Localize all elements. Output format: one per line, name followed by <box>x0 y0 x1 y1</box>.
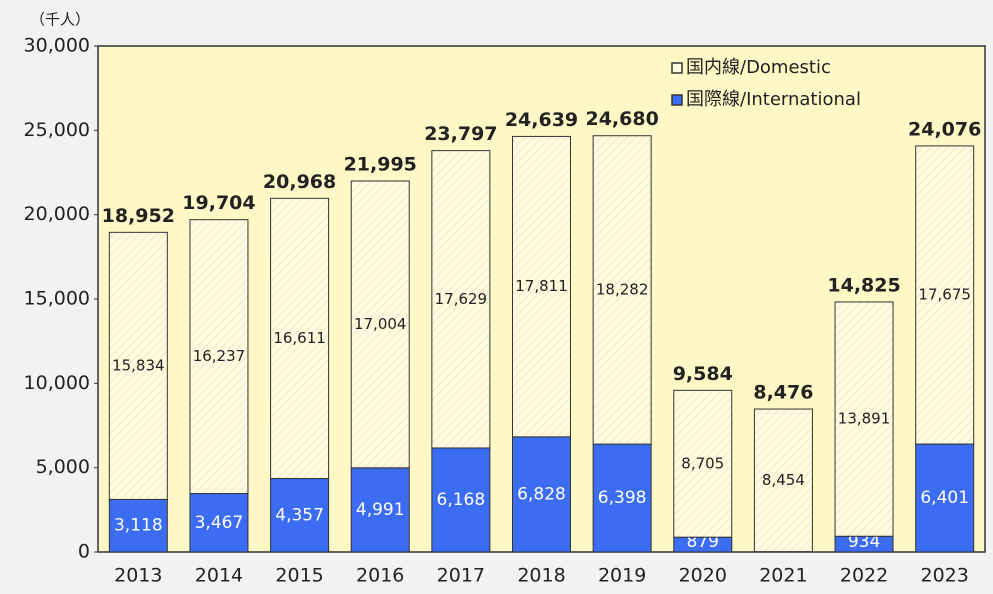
legend-label: 国際線/International <box>686 89 861 110</box>
bar-segment <box>512 436 571 553</box>
y-tick-label: 15,000 <box>24 288 90 310</box>
bar-segment <box>350 180 410 469</box>
value-label: 6,401 <box>920 488 969 508</box>
x-tick-label: 2019 <box>598 565 646 587</box>
value-label: 934 <box>848 532 880 552</box>
bar-segment <box>270 197 330 480</box>
legend-label: 国内線/Domestic <box>686 57 831 78</box>
total-label: 18,952 <box>102 205 175 227</box>
bar-segment <box>673 389 733 538</box>
bar-segment <box>915 443 975 553</box>
total-label: 19,704 <box>182 192 255 214</box>
value-label: 4,357 <box>275 505 324 525</box>
bar-segment <box>350 467 410 553</box>
bar-segment <box>512 135 571 438</box>
y-tick-label: 20,000 <box>24 203 90 225</box>
legend-swatch <box>671 62 683 74</box>
y-tick-label: 25,000 <box>24 119 90 141</box>
value-label: 17,811 <box>515 277 568 295</box>
y-tick-label: 10,000 <box>24 372 90 394</box>
value-label: 17,004 <box>354 315 407 333</box>
bar-segment <box>592 443 652 553</box>
bar-segment <box>592 135 652 445</box>
bar-segment <box>915 145 975 445</box>
value-label: 4,991 <box>356 500 405 520</box>
total-label: 21,995 <box>344 154 417 176</box>
x-tick-label: 2015 <box>275 565 323 587</box>
x-tick-label: 2018 <box>517 565 565 587</box>
bar-segment <box>753 408 813 553</box>
legend-swatch <box>671 94 683 106</box>
value-label: 18,282 <box>596 280 649 298</box>
value-label: 13,891 <box>838 410 891 428</box>
value-label: 16,237 <box>193 347 246 365</box>
value-label: 3,118 <box>114 516 163 536</box>
bar-segment <box>108 231 168 500</box>
x-tick-label: 2017 <box>437 565 485 587</box>
y-tick-label: 5,000 <box>36 456 90 478</box>
unit-label: （千人） <box>30 11 90 29</box>
x-tick-label: 2013 <box>114 565 162 587</box>
value-label: 16,611 <box>273 329 326 347</box>
y-tick-label: 0 <box>78 541 90 563</box>
total-label: 24,639 <box>505 109 578 131</box>
bar-segment <box>270 478 330 553</box>
x-tick-label: 2014 <box>195 565 243 587</box>
x-tick-label: 2021 <box>759 565 807 587</box>
value-label: 8,705 <box>681 454 724 472</box>
value-label: 8,454 <box>762 471 805 489</box>
x-tick-label: 2022 <box>840 565 888 587</box>
value-label: 17,675 <box>918 285 971 303</box>
value-label: 6,398 <box>598 488 647 508</box>
bar-segment <box>834 301 894 537</box>
value-label: 15,834 <box>112 356 165 374</box>
value-label: 6,168 <box>437 490 486 510</box>
bar-segment <box>431 447 491 553</box>
total-label: 8,476 <box>753 382 813 404</box>
total-label: 23,797 <box>424 123 497 145</box>
bar-segment <box>108 498 168 553</box>
x-tick-label: 2016 <box>356 565 404 587</box>
value-label: 6,828 <box>517 484 566 504</box>
y-tick-label: 30,000 <box>24 35 90 57</box>
x-tick-label: 2023 <box>921 565 969 587</box>
total-label: 14,825 <box>827 274 900 296</box>
bar-segment <box>431 150 491 449</box>
total-label: 24,680 <box>585 108 658 130</box>
total-label: 24,076 <box>908 118 981 140</box>
x-tick-label: 2020 <box>679 565 727 587</box>
total-label: 20,968 <box>263 171 336 193</box>
value-label: 3,467 <box>195 513 244 533</box>
bar-segment <box>189 219 249 495</box>
total-label: 9,584 <box>673 363 733 385</box>
value-label: 17,629 <box>435 290 488 308</box>
bar-segment <box>189 493 249 553</box>
